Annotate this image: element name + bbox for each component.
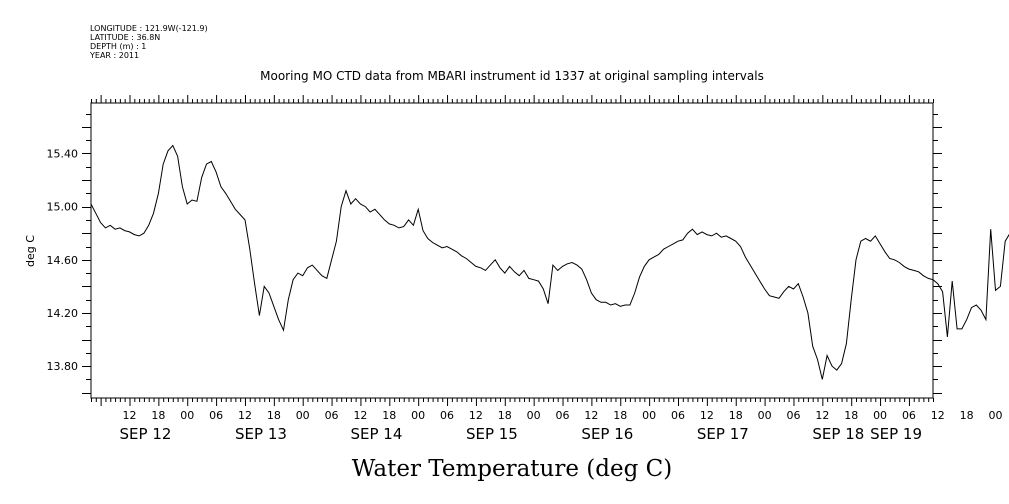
x-hour-label: 18 — [267, 409, 281, 422]
longitude-text: LONGITUDE : 121.9W(-121.9) — [90, 24, 208, 33]
y-tick-label: 15.40 — [47, 147, 79, 160]
x-hour-label: 06 — [209, 409, 223, 422]
latitude-text: LATITUDE : 36.8N — [90, 33, 160, 42]
x-hour-label: 00 — [411, 409, 425, 422]
x-date-label: SEP 19 — [870, 425, 922, 443]
x-hour-label: 06 — [902, 409, 916, 422]
x-hour-label: 06 — [671, 409, 685, 422]
x-hour-label: 12 — [122, 409, 136, 422]
x-hour-label: 06 — [325, 409, 339, 422]
x-date-label: SEP 12 — [120, 425, 172, 443]
x-hour-label: 12 — [815, 409, 829, 422]
x-hour-label: 06 — [556, 409, 570, 422]
x-date-label: SEP 18 — [812, 425, 864, 443]
x-date-label: SEP 17 — [697, 425, 749, 443]
chart-title: Mooring MO CTD data from MBARI instrumen… — [260, 69, 764, 83]
x-hour-label: 18 — [613, 409, 627, 422]
series-line — [90, 144, 1009, 380]
y-tick-label: 15.00 — [47, 201, 79, 214]
x-hour-label: 18 — [844, 409, 858, 422]
x-date-label: SEP 14 — [350, 425, 402, 443]
x-hour-label: 12 — [584, 409, 598, 422]
x-hour-label: 12 — [353, 409, 367, 422]
metadata-block: LONGITUDE : 121.9W(-121.9) LATITUDE : 36… — [89, 24, 208, 60]
x-hour-label: 00 — [296, 409, 310, 422]
x-hour-label: 00 — [873, 409, 887, 422]
year-text: YEAR : 2011 — [89, 51, 139, 60]
x-hour-label: 06 — [786, 409, 800, 422]
plot-frame — [90, 102, 934, 399]
x-hour-label: 00 — [527, 409, 541, 422]
x-hour-label: 18 — [151, 409, 165, 422]
x-hour-label: 00 — [989, 409, 1003, 422]
x-date-label: SEP 16 — [581, 425, 633, 443]
x-hour-label: 06 — [440, 409, 454, 422]
x-hour-label: 12 — [700, 409, 714, 422]
x-hour-label: 12 — [931, 409, 945, 422]
x-hour-label: 12 — [238, 409, 252, 422]
depth-text: DEPTH (m) : 1 — [90, 42, 146, 51]
x-hour-label: 18 — [729, 409, 743, 422]
x-hour-label: 18 — [498, 409, 512, 422]
x-hour-label: 18 — [382, 409, 396, 422]
x-hour-label: 00 — [642, 409, 656, 422]
y-axis-label: deg C — [24, 235, 37, 267]
ticks-layer — [82, 95, 942, 406]
y-tick-label: 14.60 — [47, 254, 79, 267]
x-date-label: SEP 13 — [235, 425, 287, 443]
x-axis-label: Water Temperature (deg C) — [352, 456, 672, 482]
x-date-label: SEP 15 — [466, 425, 518, 443]
x-hour-label: 00 — [758, 409, 772, 422]
labels-layer: 15.40 15.00 14.60 14.20 13.80 12 18 00 06 12 18 00 0… — [47, 147, 1003, 443]
y-tick-label: 14.20 — [47, 307, 79, 320]
x-hour-label: 12 — [469, 409, 483, 422]
x-hour-label: 18 — [960, 409, 974, 422]
x-hour-label: 00 — [180, 409, 194, 422]
y-tick-label: 13.80 — [47, 360, 79, 373]
